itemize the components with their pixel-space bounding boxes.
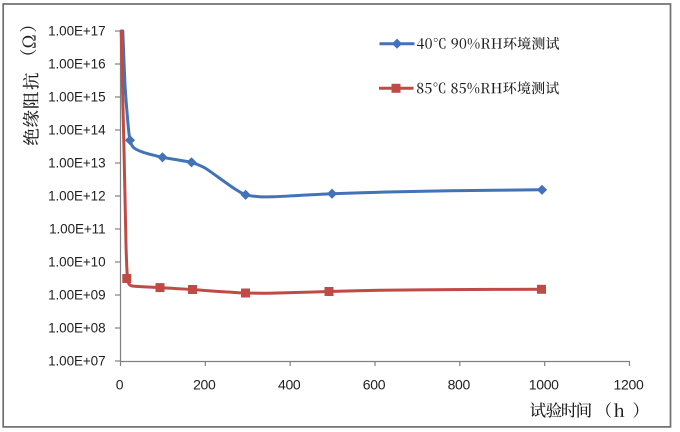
svg-text:1.00E+07: 1.00E+07 xyxy=(48,353,105,368)
svg-text:1.00E+10: 1.00E+10 xyxy=(48,254,105,269)
svg-text:600: 600 xyxy=(363,377,386,393)
svg-text:1.00E+13: 1.00E+13 xyxy=(48,155,105,170)
svg-text:800: 800 xyxy=(448,377,471,393)
svg-text:1.00E+12: 1.00E+12 xyxy=(48,188,105,203)
svg-text:1.00E+17: 1.00E+17 xyxy=(48,23,105,38)
svg-text:1.00E+11: 1.00E+11 xyxy=(49,221,105,236)
svg-text:1000: 1000 xyxy=(529,377,559,393)
svg-text:1.00E+08: 1.00E+08 xyxy=(48,320,105,335)
svg-text:1.00E+09: 1.00E+09 xyxy=(48,287,105,302)
svg-text:200: 200 xyxy=(193,377,216,393)
svg-text:1.00E+14: 1.00E+14 xyxy=(48,122,106,137)
svg-text:0: 0 xyxy=(116,377,124,393)
svg-text:1.00E+16: 1.00E+16 xyxy=(48,56,105,71)
svg-text:1.00E+15: 1.00E+15 xyxy=(48,89,105,104)
svg-text:1200: 1200 xyxy=(614,377,644,393)
svg-text:400: 400 xyxy=(278,377,301,393)
